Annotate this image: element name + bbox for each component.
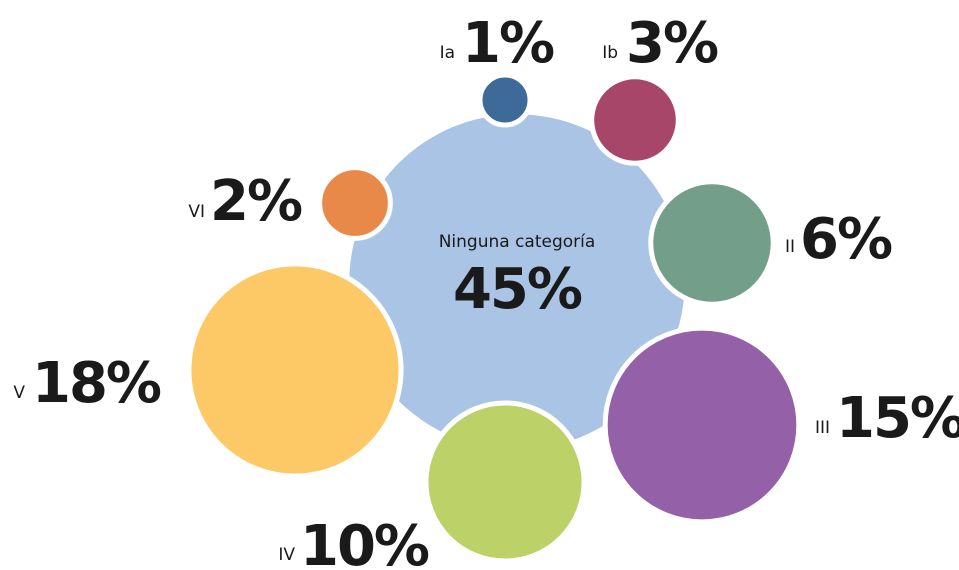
bubble (648, 179, 776, 307)
bubble (423, 400, 587, 564)
category-label: V (13, 383, 25, 403)
bubble (589, 74, 681, 166)
bubble (477, 72, 533, 128)
bubble (317, 165, 393, 241)
value-label: 10% (300, 514, 429, 570)
value-label: 2% (210, 169, 302, 234)
category-label: Ib (602, 43, 618, 63)
value-label: 1% (462, 11, 554, 76)
bubble (602, 325, 802, 525)
category-label: II (785, 237, 795, 257)
value-label: 15% (836, 386, 959, 451)
value-label: 3% (626, 11, 718, 76)
bubble (186, 261, 404, 479)
category-label: III (815, 418, 830, 438)
value-label: 45% (453, 257, 582, 322)
category-label: Ia (440, 43, 455, 63)
category-label: IV (278, 545, 295, 565)
value-label: 6% (800, 207, 892, 272)
category-label: Ninguna categoría (439, 232, 596, 252)
category-label: VI (188, 202, 205, 222)
value-label: 18% (32, 351, 161, 416)
center-bubble (349, 114, 685, 450)
